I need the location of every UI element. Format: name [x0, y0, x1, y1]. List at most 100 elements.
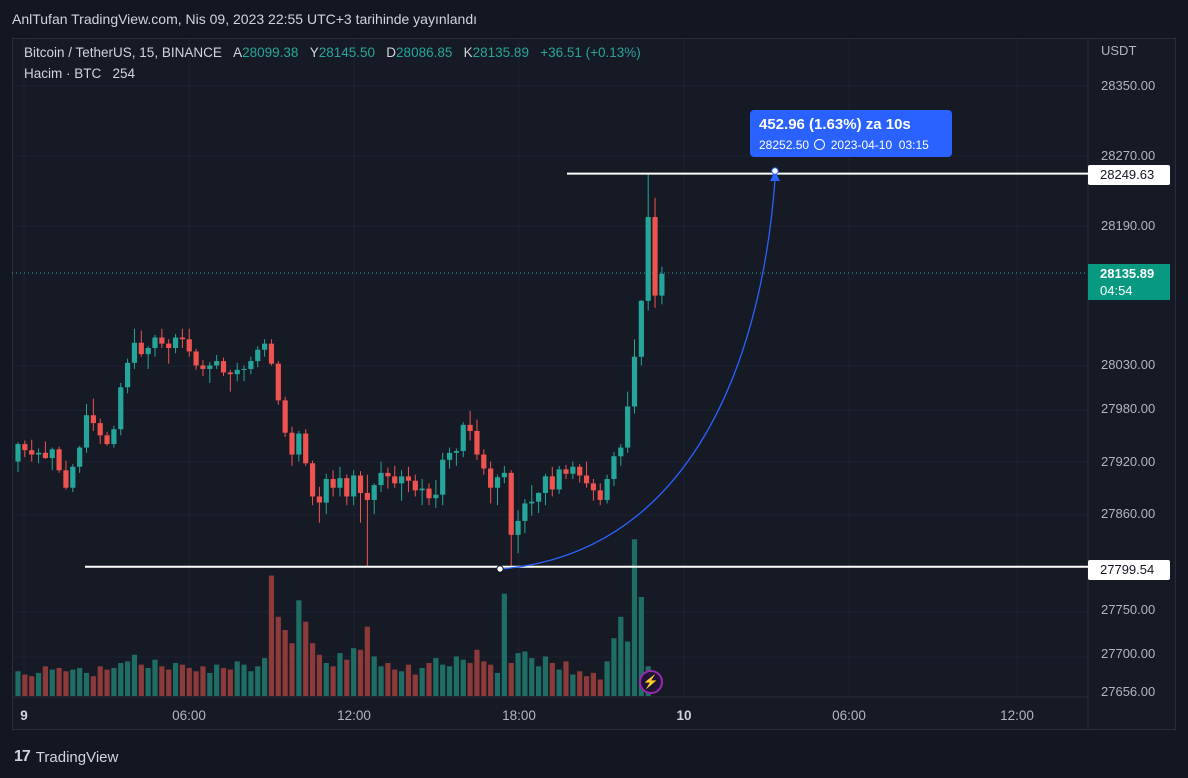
candle-body[interactable]	[282, 400, 288, 433]
candle-body[interactable]	[392, 476, 398, 484]
candle-body[interactable]	[49, 449, 55, 459]
candle-body[interactable]	[29, 450, 35, 455]
candle-body[interactable]	[405, 476, 412, 481]
candle-body[interactable]	[515, 520, 521, 535]
candle-body[interactable]	[193, 351, 199, 366]
candle-body[interactable]	[453, 451, 459, 453]
candle-body[interactable]	[275, 363, 281, 401]
candle-body[interactable]	[645, 216, 651, 301]
candle-body[interactable]	[152, 337, 158, 348]
candle-body[interactable]	[536, 492, 542, 502]
candle-body[interactable]	[501, 472, 507, 478]
candle-body[interactable]	[618, 447, 624, 457]
candle-body[interactable]	[303, 433, 309, 464]
candle-body[interactable]	[659, 273, 665, 296]
candle-body[interactable]	[104, 435, 110, 445]
candle-body[interactable]	[172, 337, 179, 348]
symbol-name[interactable]: Bitcoin / TetherUS, 15, BINANCE	[24, 45, 222, 60]
candle-body[interactable]	[577, 466, 583, 476]
candle-body[interactable]	[145, 347, 151, 355]
candle-body[interactable]	[474, 430, 480, 455]
candle-body[interactable]	[508, 472, 514, 535]
candle-body[interactable]	[268, 343, 275, 364]
candle-body[interactable]	[166, 343, 172, 348]
measure-start-point[interactable]	[496, 565, 504, 573]
candle-body[interactable]	[255, 349, 261, 362]
candle-body[interactable]	[330, 478, 336, 488]
chart-panel[interactable]	[12, 38, 1176, 730]
candle-body[interactable]	[625, 406, 631, 448]
candle-body[interactable]	[220, 361, 227, 373]
candle-body[interactable]	[262, 343, 268, 350]
candle-body[interactable]	[118, 387, 124, 430]
candle-body[interactable]	[159, 337, 165, 344]
candle-body[interactable]	[15, 444, 21, 462]
lightning-icon[interactable]: ⚡	[639, 670, 663, 694]
candle-body[interactable]	[385, 472, 391, 477]
candle-body[interactable]	[179, 337, 185, 340]
candle-body[interactable]	[597, 490, 603, 500]
candle-body[interactable]	[652, 216, 658, 296]
candle-body[interactable]	[590, 483, 596, 491]
candle-body[interactable]	[371, 485, 377, 500]
candle-body[interactable]	[131, 342, 138, 363]
candle-body[interactable]	[125, 362, 131, 388]
candle-body[interactable]	[351, 475, 357, 497]
candle-body[interactable]	[296, 433, 302, 455]
candle-body[interactable]	[337, 478, 343, 488]
candle-body[interactable]	[549, 476, 555, 490]
candle-body[interactable]	[364, 492, 370, 500]
candle-body[interactable]	[200, 365, 206, 369]
candle-body[interactable]	[138, 342, 144, 355]
candle-body[interactable]	[70, 466, 76, 488]
candle-body[interactable]	[631, 356, 638, 407]
candle-body[interactable]	[460, 424, 466, 452]
measure-arc[interactable]	[499, 179, 776, 570]
candle-body[interactable]	[186, 339, 192, 352]
candle-body[interactable]	[419, 488, 425, 491]
candle-body[interactable]	[638, 300, 644, 357]
candle-body[interactable]	[488, 468, 494, 488]
candle-body[interactable]	[357, 475, 364, 493]
volume-label[interactable]: Hacim · BTC	[24, 66, 102, 81]
candle-body[interactable]	[289, 432, 295, 455]
candle-body[interactable]	[22, 444, 28, 451]
candle-body[interactable]	[583, 475, 590, 484]
candle-body[interactable]	[481, 454, 487, 469]
candle-body[interactable]	[529, 501, 535, 504]
candle-body[interactable]	[207, 365, 213, 369]
candle-body[interactable]	[309, 463, 316, 497]
candle-body[interactable]	[97, 423, 103, 436]
candle-body[interactable]	[323, 478, 329, 503]
candle-body[interactable]	[412, 480, 418, 491]
candle-body[interactable]	[542, 476, 549, 493]
candle-body[interactable]	[83, 415, 90, 448]
candle-body[interactable]	[35, 452, 42, 455]
candle-body[interactable]	[556, 469, 562, 490]
candle-body[interactable]	[90, 415, 96, 424]
measure-end-point[interactable]	[771, 167, 779, 175]
candle-body[interactable]	[494, 477, 501, 488]
candle-body[interactable]	[63, 470, 69, 488]
candle-body[interactable]	[399, 476, 405, 484]
candle-body[interactable]	[227, 372, 233, 375]
tradingview-logo[interactable]: 17 TradingView	[14, 748, 118, 766]
candle-body[interactable]	[77, 447, 83, 467]
candle-body[interactable]	[522, 503, 528, 521]
candle-body[interactable]	[440, 459, 446, 495]
candle-body[interactable]	[234, 369, 240, 375]
candle-body[interactable]	[446, 452, 453, 460]
candle-body[interactable]	[467, 424, 473, 431]
candle-body[interactable]	[570, 466, 576, 474]
candle-body[interactable]	[433, 494, 439, 499]
candle-body[interactable]	[563, 469, 569, 474]
candle-body[interactable]	[248, 361, 254, 369]
candle-body[interactable]	[214, 361, 220, 366]
candle-body[interactable]	[604, 478, 610, 500]
candle-body[interactable]	[56, 449, 62, 471]
measure-tooltip[interactable]: 452.96 (1.63%) za 10s 28252.50 2023-04-1…	[750, 110, 952, 157]
candle-body[interactable]	[241, 368, 247, 370]
currency-label[interactable]: USDT	[1101, 43, 1137, 58]
candle-body[interactable]	[344, 478, 350, 497]
